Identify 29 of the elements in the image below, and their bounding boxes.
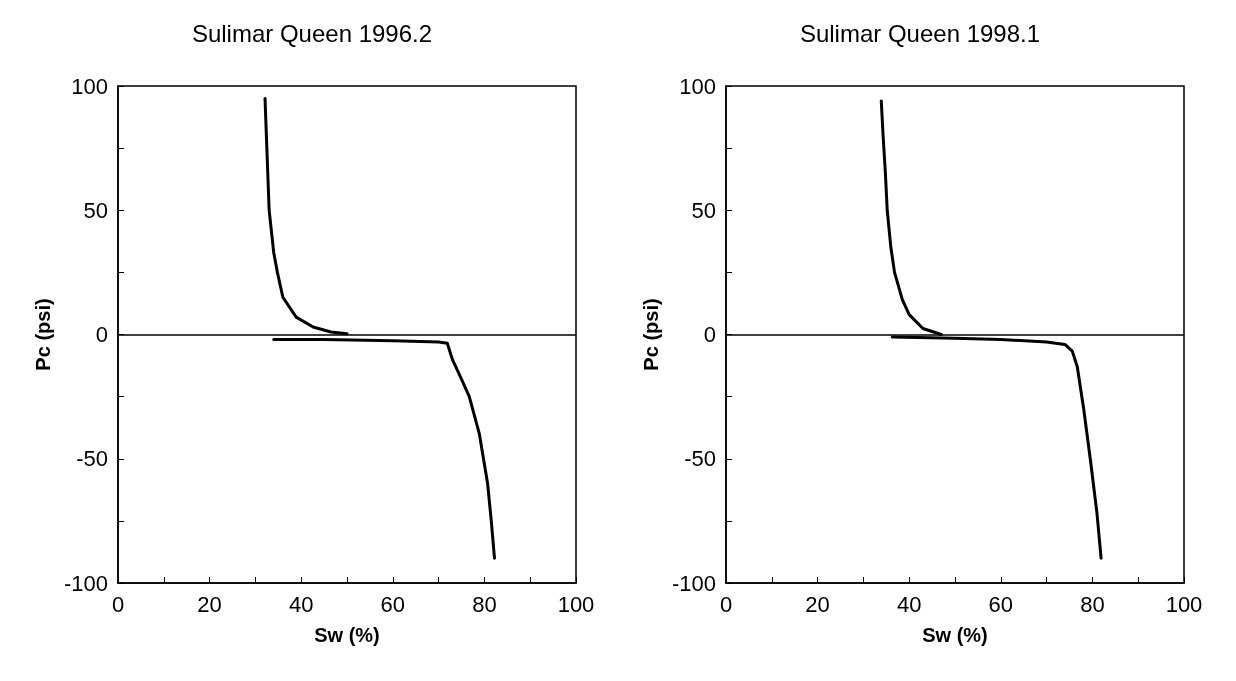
y-axis-title: Pc (psi) xyxy=(640,298,663,371)
y-tick-label: 0 xyxy=(703,322,716,347)
x-tick-label: 40 xyxy=(288,591,314,617)
x-tick-label: 80 xyxy=(472,591,497,617)
y-tick-label: -100 xyxy=(671,570,716,596)
x-tick-label: 100 xyxy=(557,591,595,617)
x-tick-label: 80 xyxy=(1080,591,1105,617)
chart-title: Sulimar Queen 1996.2 xyxy=(191,19,433,47)
y-tick-label: 100 xyxy=(679,73,716,99)
x-tick-label: 0 xyxy=(719,591,733,617)
x-tick-label: 0 xyxy=(111,591,125,617)
y-tick-label: -100 xyxy=(63,570,108,596)
y-axis-title: Pc (psi) xyxy=(32,298,55,371)
y-tick-label: 50 xyxy=(83,197,108,223)
chart-title: Sulimar Queen 1998.1 xyxy=(799,19,1041,47)
x-tick-label: 20 xyxy=(805,591,830,617)
x-axis-title: Sw (%) xyxy=(314,624,380,646)
x-tick-label: 100 xyxy=(1165,591,1203,617)
y-tick-label: -50 xyxy=(684,446,716,472)
line-series xyxy=(272,337,496,560)
y-tick-label: -50 xyxy=(76,446,108,472)
y-tick-label: 0 xyxy=(95,322,108,347)
x-axis-title: Sw (%) xyxy=(922,624,988,646)
y-tick-label: 50 xyxy=(691,197,716,223)
x-tick-label: 20 xyxy=(197,591,222,617)
x-tick-label: 40 xyxy=(896,591,922,617)
x-tick-label: 60 xyxy=(988,591,1014,617)
y-tick-label: 100 xyxy=(71,73,108,99)
x-tick-label: 60 xyxy=(380,591,406,617)
